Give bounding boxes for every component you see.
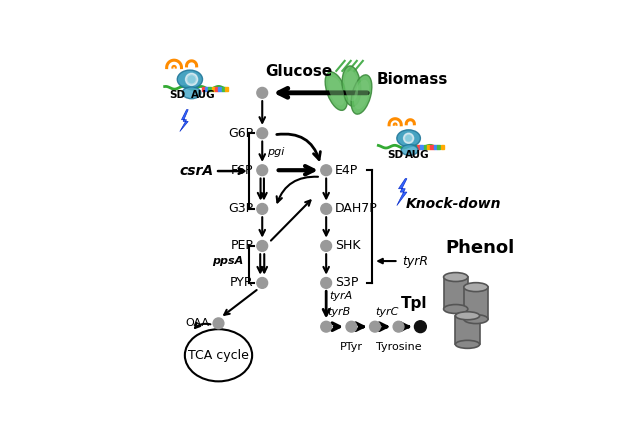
Text: tyrR: tyrR xyxy=(402,255,428,267)
Text: G6P: G6P xyxy=(228,127,253,140)
Text: tyrB: tyrB xyxy=(327,307,350,316)
Text: AUG: AUG xyxy=(404,150,430,160)
Bar xyxy=(205,87,208,91)
Ellipse shape xyxy=(351,75,372,114)
Bar xyxy=(430,145,433,149)
Circle shape xyxy=(415,321,426,333)
FancyBboxPatch shape xyxy=(444,277,468,309)
Circle shape xyxy=(321,277,332,288)
Bar xyxy=(421,145,424,149)
Circle shape xyxy=(346,321,357,332)
Text: E4P: E4P xyxy=(335,164,358,177)
Circle shape xyxy=(406,135,412,141)
Circle shape xyxy=(188,76,195,83)
Circle shape xyxy=(404,133,413,143)
Text: TCA cycle: TCA cycle xyxy=(188,349,249,362)
Text: PEP: PEP xyxy=(231,239,253,253)
Ellipse shape xyxy=(328,77,345,106)
Circle shape xyxy=(257,165,267,176)
Text: PYR: PYR xyxy=(230,277,253,289)
Bar xyxy=(424,145,427,149)
Text: G3P: G3P xyxy=(228,202,253,215)
Text: csrA: csrA xyxy=(179,164,213,178)
Text: SHK: SHK xyxy=(335,239,361,253)
Text: SD: SD xyxy=(387,150,403,160)
Text: Tyrosine: Tyrosine xyxy=(376,342,421,352)
Circle shape xyxy=(321,204,332,214)
Ellipse shape xyxy=(342,66,361,106)
Bar xyxy=(417,145,420,149)
FancyBboxPatch shape xyxy=(464,287,488,319)
Text: pgi: pgi xyxy=(267,147,285,157)
Bar xyxy=(434,145,437,149)
Bar xyxy=(225,87,228,91)
Text: tyrC: tyrC xyxy=(375,307,399,316)
Polygon shape xyxy=(397,179,407,205)
Ellipse shape xyxy=(345,71,358,101)
Circle shape xyxy=(393,321,404,332)
Text: SD: SD xyxy=(169,90,186,100)
Ellipse shape xyxy=(464,315,488,323)
Text: tyrA: tyrA xyxy=(330,291,353,302)
Bar xyxy=(437,145,440,149)
Ellipse shape xyxy=(401,145,418,156)
Ellipse shape xyxy=(325,72,347,111)
Text: AUG: AUG xyxy=(191,90,215,100)
Circle shape xyxy=(321,240,332,251)
Ellipse shape xyxy=(354,80,369,109)
Circle shape xyxy=(321,165,332,176)
Bar xyxy=(219,87,222,91)
Text: F6P: F6P xyxy=(231,164,253,177)
Circle shape xyxy=(321,321,332,332)
Bar xyxy=(212,87,215,91)
Ellipse shape xyxy=(397,130,421,147)
Ellipse shape xyxy=(455,340,480,348)
Bar xyxy=(222,87,225,91)
Text: ppsA: ppsA xyxy=(212,256,244,266)
Ellipse shape xyxy=(464,283,488,291)
Circle shape xyxy=(370,321,381,332)
Ellipse shape xyxy=(455,312,480,320)
Circle shape xyxy=(257,240,267,251)
Ellipse shape xyxy=(177,70,203,89)
Text: Biomass: Biomass xyxy=(377,72,448,87)
Circle shape xyxy=(257,204,267,214)
Circle shape xyxy=(213,318,224,329)
Bar xyxy=(208,87,212,91)
Circle shape xyxy=(186,73,197,85)
Text: PTyr: PTyr xyxy=(340,342,363,352)
Bar xyxy=(440,145,444,149)
Text: S3P: S3P xyxy=(335,277,358,289)
Text: Knock-down: Knock-down xyxy=(405,197,501,211)
Circle shape xyxy=(257,87,267,98)
Text: Phenol: Phenol xyxy=(446,239,515,257)
Bar xyxy=(215,87,218,91)
Ellipse shape xyxy=(444,273,468,281)
Ellipse shape xyxy=(444,305,468,313)
Polygon shape xyxy=(180,110,188,132)
Circle shape xyxy=(257,128,267,139)
Text: Glucose: Glucose xyxy=(266,64,333,80)
Ellipse shape xyxy=(183,87,201,99)
Text: DAH7P: DAH7P xyxy=(335,202,377,215)
Bar xyxy=(202,87,204,91)
Text: OAA: OAA xyxy=(186,318,210,328)
FancyBboxPatch shape xyxy=(455,316,480,344)
Text: Tpl: Tpl xyxy=(401,295,427,311)
Bar xyxy=(427,145,430,149)
Circle shape xyxy=(257,277,267,288)
